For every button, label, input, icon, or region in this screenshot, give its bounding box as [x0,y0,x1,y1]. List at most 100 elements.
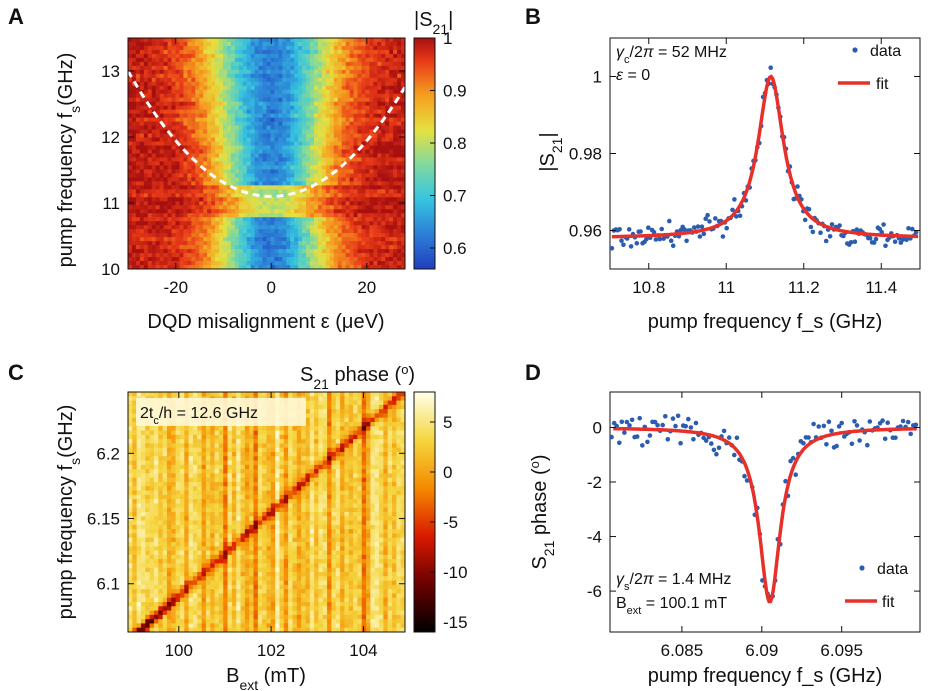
panel-a-heat-cell [211,65,216,71]
panel-a-heat-cell [135,177,141,182]
panel-a-heat-cell [329,145,335,151]
panel-a-heat-cell [333,61,339,67]
panel-a-heat-cell [373,205,378,210]
panel-a-heat-cell [365,41,370,47]
panel-a-heat-cell [397,253,402,258]
panel-a-heat-cell [262,89,268,95]
panel-a-heat-cell [341,105,347,111]
panel-c-heat-cell [288,434,294,440]
panel-a-heat-cell [226,121,232,127]
panel-c-heat-cell [140,392,146,397]
panel-a-heat-cell [302,61,307,67]
panel-a-heat-cell [337,253,343,258]
panel-a-heat-cell [226,38,232,43]
panel-a-heat-cell [211,57,216,63]
panel-c-heat-cell [227,392,233,397]
panel-a-heat-cell [333,165,339,171]
panel-a-heat-cell [187,261,192,266]
panel-c-heat-cell [387,392,393,397]
panel-a-heat-cell [365,149,370,155]
panel-a-heat-cell [187,89,192,95]
panel-a-heat-cell [215,125,220,131]
panel-a-heat-cell [329,141,335,147]
panel-a-heat-cell [373,245,378,250]
panel-a-heat-cell [183,213,188,218]
panel-a-heat-cell [345,89,351,95]
panel-c-heat-cell [249,426,255,432]
panel-a-heat-cell [254,61,260,67]
panel-a-heat-cell [361,41,367,47]
panel-a-heat-cell [238,193,244,198]
panel-a-heat-cell [349,193,355,198]
panel-c-heat-cell [374,417,380,423]
panel-b-data-point [713,216,718,221]
panel-a-heat-cell [135,161,141,167]
panel-a-heat-cell [131,73,137,79]
panel-a-heat-cell [183,73,188,79]
panel-a-heat-cell [365,81,370,87]
panel-a-heat-cell [369,145,374,151]
panel-a-heat-cell [139,205,145,210]
panel-a-heat-cell [373,141,378,147]
panel-a-heat-cell [373,117,378,123]
panel-a-heat-cell [222,169,228,175]
panel-a-heat-cell [294,129,299,135]
panel-a-heat-cell [179,257,184,262]
panel-a-heat-cell [199,209,204,214]
panel-c-heat-cell [201,434,207,440]
panel-a-heat-cell [377,217,382,222]
panel-a-heat-cell [215,233,220,238]
panel-a-heat-cell [294,93,299,99]
panel-a-heat-cell [191,61,196,67]
panel-a-heat-cell [298,237,303,242]
panel-c-heat-cell [210,426,216,432]
panel-a-heat-cell [143,261,149,266]
panel-c-heat-cell [162,426,168,432]
panel-a-heat-cell [361,245,367,250]
panel-a-heat-cell [302,205,307,210]
panel-a-heat-cell [143,141,149,147]
panel-a-heat-cell [401,105,405,111]
panel-a-heat-cell [385,65,390,71]
panel-a-heat-cell [230,177,236,182]
panel-a-heat-cell [317,133,323,139]
panel-a-heat-cell [294,45,299,51]
panel-a-heat-cell [211,41,216,47]
panel-a-heat-cell [401,257,405,262]
panel-a-heat-cell [183,237,188,242]
panel-a-heat-cell [377,89,382,95]
panel-a-heat-cell [250,265,256,269]
panel-a-heat-cell [401,57,405,63]
panel-a-heat-cell [147,121,153,127]
panel-a-heat-cell [131,57,137,63]
panel-a-heat-cell [317,217,323,222]
panel-a-heat-cell [135,245,141,250]
panel-a-heat-cell [230,193,236,198]
panel-a-heat-cell [393,141,398,147]
panel-a-heat-cell [393,145,398,151]
panel-a-heat-cell [246,113,252,119]
panel-a-heat-cell [179,177,184,182]
panel-a-heat-cell [163,217,169,222]
panel-a-heat-cell [325,245,331,250]
panel-a-heat-cell [294,157,299,163]
panel-a-heat-cell [373,85,378,91]
panel-a-heat-cell [238,241,244,246]
panel-c-heat-cell [175,430,181,436]
panel-a-heat-cell [258,193,264,198]
panel-c-heat-cell [400,409,405,415]
panel-a-heat-cell [294,153,299,159]
panel-a-heat-cell [369,101,374,107]
panel-a-heat-cell [341,53,347,59]
panel-a-heat-cell [310,249,315,254]
panel-a-x-tick-label: -20 [163,278,188,297]
panel-a-heat-cell [167,165,173,171]
panel-a-heat-cell [365,217,370,222]
panel-a-heat-cell [238,49,244,55]
panel-a-heat-cell [377,229,382,234]
panel-a-heat-cell [219,193,224,198]
panel-a-heat-cell [385,257,390,262]
panel-a-heat-cell [286,137,291,143]
panel-a-heat-cell [333,93,339,99]
panel-a-heat-cell [290,201,295,206]
